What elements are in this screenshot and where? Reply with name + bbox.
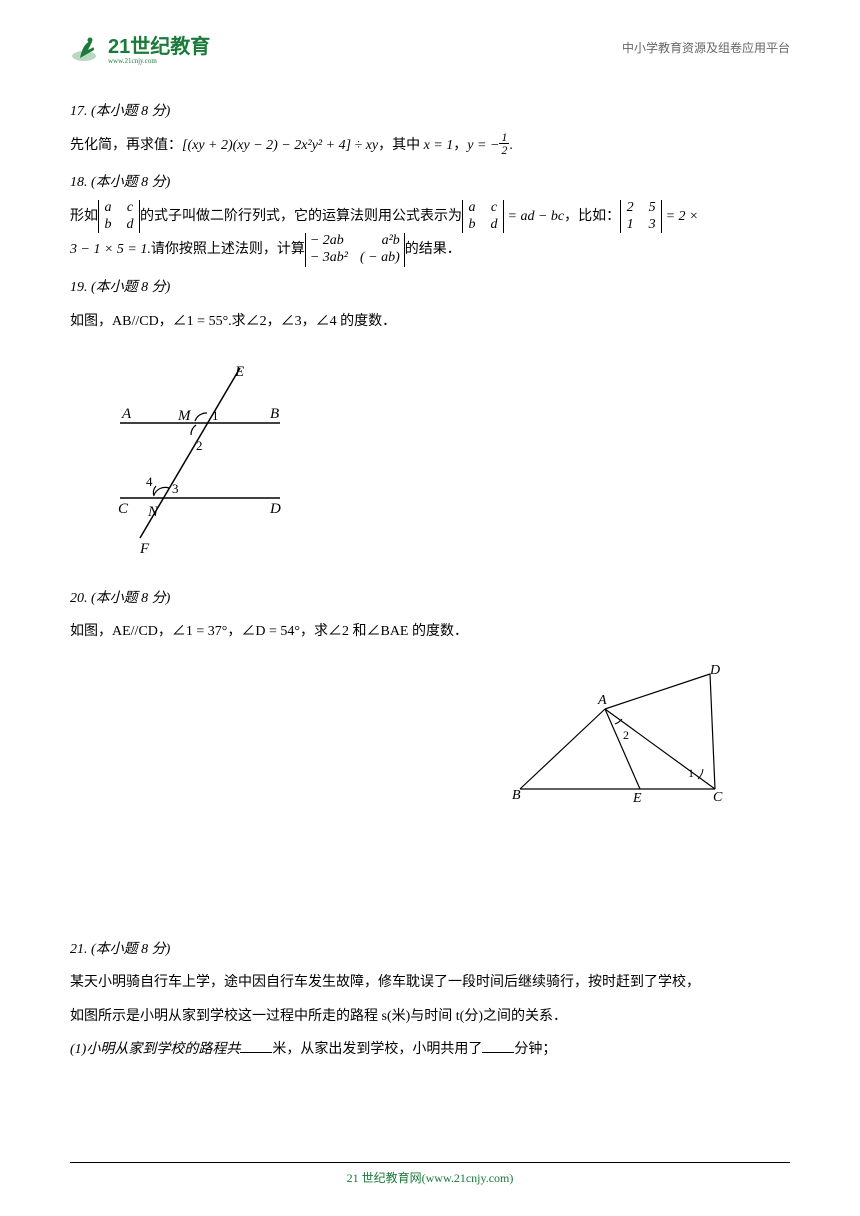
problem-19-header: 19. (本小题 8 分) <box>70 271 790 305</box>
problem-20-header: 20. (本小题 8 分) <box>70 582 790 616</box>
page-footer: 21 世纪教育网(www.21cnjy.com) <box>70 1162 790 1186</box>
page-content: 17. (本小题 8 分) 先化简，再求值：[(xy + 2)(xy − 2) … <box>70 95 790 1067</box>
label-A: A <box>597 693 607 708</box>
label-D: D <box>709 664 720 678</box>
problem-18: 18. (本小题 8 分) 形如acbd的式子叫做二阶行列式，它的运算法则用公式… <box>70 166 790 267</box>
determinant-4: − 2aba²b− 3ab²( − ab) <box>305 233 405 267</box>
label-E: E <box>234 364 244 380</box>
problem-20-figure: A B C D E 1 2 <box>510 664 790 818</box>
label-N: N <box>147 504 159 520</box>
angle-2: 2 <box>623 728 629 742</box>
logo-url: www.21cnjy.com <box>108 57 210 65</box>
page-header: 21世纪教育 www.21cnjy.com 中小学教育资源及组卷应用平台 <box>70 30 790 65</box>
label-A: A <box>121 406 132 422</box>
problem-21-text: 某天小明骑自行车上学，途中因自行车发生故障，修车耽误了一段时间后继续骑行，按时赶… <box>70 966 790 1067</box>
label-D: D <box>269 501 281 517</box>
determinant-1: acbd <box>98 200 140 234</box>
footer-text: 21 世纪教育网(www.21cnjy.com) <box>347 1171 514 1185</box>
label-B: B <box>270 406 279 422</box>
logo-text: 21世纪教育 www.21cnjy.com <box>108 30 210 65</box>
problem-17-text: 先化简，再求值：[(xy + 2)(xy − 2) − 2x²y² + 4] ÷… <box>70 129 790 163</box>
label-M: M <box>177 408 192 424</box>
problem-18-header: 18. (本小题 8 分) <box>70 166 790 200</box>
problem-19: 19. (本小题 8 分) 如图，AB//CD，∠1 = 55°.求∠2，∠3，… <box>70 271 790 572</box>
blank-1 <box>240 1039 272 1053</box>
angle-1: 1 <box>688 766 694 780</box>
problem-20-text: 如图，AE//CD，∠1 = 37°，∠D = 54°，求∠2 和∠BAE 的度… <box>70 615 790 649</box>
problem-19-text: 如图，AB//CD，∠1 = 55°.求∠2，∠3，∠4 的度数． <box>70 305 790 339</box>
problem-20: 20. (本小题 8 分) 如图，AE//CD，∠1 = 37°，∠D = 54… <box>70 582 790 818</box>
angle-4: 4 <box>146 474 153 489</box>
angle-3: 3 <box>172 481 179 496</box>
problem-19-figure: A B C D E F M N 1 2 3 4 <box>110 358 790 572</box>
determinant-3: 2513 <box>620 200 662 234</box>
problem-21-header: 21. (本小题 8 分) <box>70 933 790 967</box>
problem-21: 21. (本小题 8 分) 某天小明骑自行车上学，途中因自行车发生故障，修车耽误… <box>70 933 790 1067</box>
determinant-2: acbd <box>462 200 504 234</box>
spacer <box>70 833 790 933</box>
label-B: B <box>512 788 521 803</box>
problem-18-text: 形如acbd的式子叫做二阶行列式，它的运算法则用公式表示为acbd = ad −… <box>70 200 790 267</box>
label-C: C <box>713 790 723 804</box>
label-F: F <box>139 541 150 557</box>
label-E: E <box>632 791 642 804</box>
label-C: C <box>118 501 129 517</box>
logo-icon <box>70 32 102 64</box>
header-platform-text: 中小学教育资源及组卷应用平台 <box>622 39 790 56</box>
problem-17-header: 17. (本小题 8 分) <box>70 95 790 129</box>
angle-1: 1 <box>212 408 219 423</box>
problem-17: 17. (本小题 8 分) 先化简，再求值：[(xy + 2)(xy − 2) … <box>70 95 790 162</box>
angle-2: 2 <box>196 438 203 453</box>
logo: 21世纪教育 www.21cnjy.com <box>70 30 210 65</box>
blank-2 <box>482 1039 514 1053</box>
